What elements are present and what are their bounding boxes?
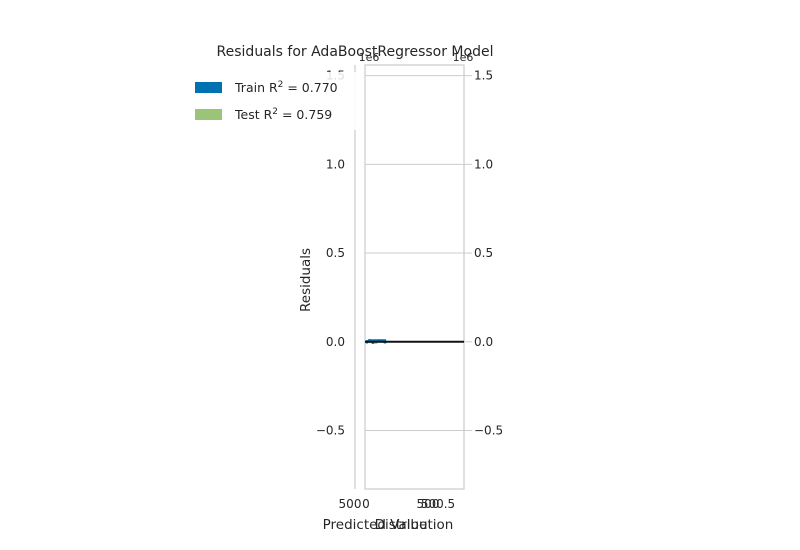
y-tick-label: 0.5	[326, 246, 345, 260]
top-offset-label-left: 1e6	[359, 51, 380, 64]
distribution-plot-area: −0.5 0.0 0.5 1.0 1.5 0 500 500.5 Distributio…	[359, 51, 504, 533]
main-plot-area: −0.50.00.51.01.5 Residuals 500 Predicted…	[298, 65, 427, 533]
legend: Train R2 = 0.770 Test R2 = 0.759	[188, 72, 356, 130]
distribution-frame	[364, 64, 465, 490]
legend-swatch	[195, 109, 222, 120]
right-y-tick-label: 1.0	[474, 157, 493, 171]
right-y-tick-label: −0.5	[474, 423, 503, 437]
grid-lines	[365, 75, 472, 431]
y-tick-label: −0.5	[316, 423, 345, 437]
right-y-tick-labels: −0.5 0.0 0.5 1.0 1.5	[474, 69, 503, 438]
x-tick-label-dist-0: 0	[362, 497, 370, 511]
chart-title: Residuals for AdaBoostRegressor Model	[217, 44, 494, 60]
legend-label: Train R2 = 0.770	[234, 80, 338, 95]
y-tick-label: 1.0	[326, 157, 345, 171]
x-tick-label-main: 500	[339, 497, 362, 511]
legend-background	[188, 72, 356, 130]
legend-label: Test R2 = 0.759	[234, 107, 332, 122]
right-y-tick-label: 1.5	[474, 69, 493, 83]
x-tick-label-main-2: 500.5	[421, 497, 455, 511]
right-y-tick-label: 0.5	[474, 246, 493, 260]
x-axis-label: Predicted Value	[323, 517, 428, 533]
legend-swatch	[195, 82, 222, 93]
top-offset-label-right: 1e6	[453, 51, 474, 64]
y-tick-label: 0.0	[326, 335, 345, 349]
x-tick-label-dist-1: 500	[417, 497, 440, 511]
right-y-tick-label: 0.0	[474, 335, 493, 349]
distribution-axis-label: Distribution	[375, 517, 454, 533]
y-axis-label: Residuals	[298, 248, 314, 312]
